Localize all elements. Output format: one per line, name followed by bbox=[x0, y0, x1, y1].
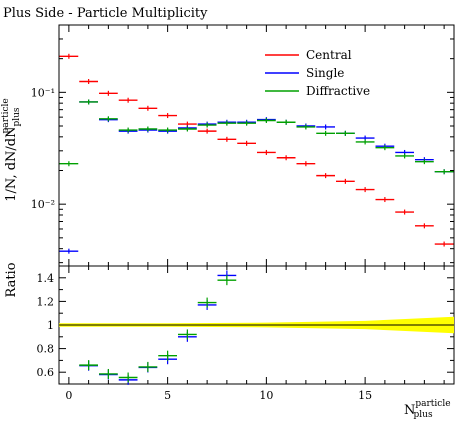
ratio-y-tick-label: 0.8 bbox=[37, 343, 55, 356]
ratio-series-diffractive bbox=[79, 275, 237, 383]
main-y-axis-label-sub: plus bbox=[12, 107, 22, 126]
x-axis-label-sup: particle bbox=[415, 399, 450, 409]
legend-label-central: Central bbox=[306, 48, 352, 62]
main-plot-panel: 10⁻¹ 10⁻² Central Single Diffractive 1/N, d… bbox=[1, 24, 455, 267]
main-y-axis-label: 1/N, dN/dNplusparticle bbox=[1, 98, 22, 201]
ratio-y-tick-label: 1 bbox=[47, 319, 54, 332]
chart-title: Plus Side - Particle Multiplicity bbox=[3, 6, 208, 21]
main-y-tick-label: 10⁻² bbox=[31, 198, 55, 211]
x-axis-label-text: N bbox=[404, 403, 415, 418]
legend-label-single: Single bbox=[306, 66, 344, 80]
main-y-axis-label-sup: particle bbox=[1, 98, 11, 133]
x-axis-label: Nparticle plus bbox=[404, 399, 451, 420]
ratio-data-marks bbox=[79, 270, 237, 385]
x-tick-label: 15 bbox=[358, 389, 372, 402]
main-data-marks bbox=[59, 53, 454, 254]
ratio-y-tick-labels: 0.6 0.8 1 1.2 1.4 bbox=[37, 272, 55, 379]
series-single bbox=[59, 99, 454, 254]
main-y-axis-label-text: 1/N, dN/dN bbox=[4, 127, 19, 202]
ratio-axis-ticks bbox=[59, 265, 454, 385]
series-diffractive bbox=[59, 99, 454, 175]
ratio-series-single bbox=[79, 270, 237, 385]
legend-label-diffractive: Diffractive bbox=[306, 84, 370, 98]
x-axis-label-sub: plus bbox=[414, 410, 433, 420]
ratio-y-tick-label: 1.4 bbox=[37, 272, 55, 285]
x-tick-label: 10 bbox=[259, 389, 273, 402]
ratio-y-axis-label: Ratio bbox=[4, 262, 19, 297]
x-tick-labels: 0 5 10 15 bbox=[65, 389, 372, 402]
main-plot-frame bbox=[58, 24, 455, 267]
main-y-tick-labels: 10⁻¹ 10⁻² bbox=[31, 86, 55, 211]
series-central bbox=[59, 53, 454, 247]
legend: Central Single Diffractive bbox=[265, 48, 370, 98]
main-axis-ticks bbox=[59, 24, 454, 266]
ratio-y-tick-label: 1.2 bbox=[37, 295, 55, 308]
x-tick-label: 0 bbox=[65, 389, 72, 402]
x-tick-label: 5 bbox=[164, 389, 171, 402]
ratio-y-tick-label: 0.6 bbox=[37, 366, 55, 379]
ratio-plot-panel: 0.6 0.8 1 1.2 1.4 Ratio 0 5 10 15 Nparticle plus bbox=[4, 262, 455, 420]
main-y-tick-label: 10⁻¹ bbox=[31, 86, 55, 99]
